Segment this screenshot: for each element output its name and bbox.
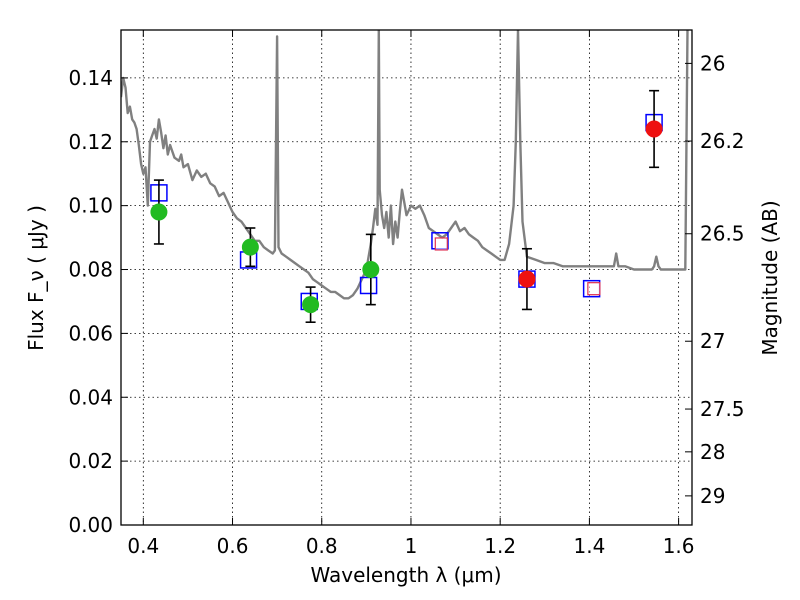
x-tick-label: 1.6 <box>663 534 695 558</box>
right-tick-label: 28 <box>700 440 725 464</box>
y-axis-label: Flux F_ν ( μJy ) <box>24 205 48 351</box>
template-sed-curve <box>121 30 689 300</box>
data-point <box>645 120 663 138</box>
right-tick-label: 29 <box>700 484 725 508</box>
right-tick-label: 26.2 <box>700 129 745 153</box>
x-tick-label: 1.2 <box>484 534 516 558</box>
ticks: 0.4 0.6 0.8 1 1.2 1.4 1.6 0.00 0.02 0.04 0.06 0.08 0… <box>68 30 745 558</box>
right-tick-label: 26.5 <box>700 222 745 246</box>
y-tick-label: 0.04 <box>68 385 113 409</box>
y-tick-label: 0.00 <box>68 513 113 537</box>
right-tick-label: 27 <box>700 329 725 353</box>
x-tick-label: 0.4 <box>127 534 159 558</box>
x-axis-label: Wavelength λ (μm) <box>310 563 501 587</box>
y-tick-label: 0.10 <box>68 194 113 218</box>
y-tick-label: 0.14 <box>68 66 113 90</box>
x-tick-label: 1 <box>405 534 418 558</box>
right-tick-label: 26 <box>700 51 725 75</box>
y-tick-label: 0.08 <box>68 258 113 282</box>
x-tick-label: 1.4 <box>573 534 605 558</box>
data-markers-layer <box>150 89 663 324</box>
y-tick-label: 0.06 <box>68 321 113 345</box>
grid <box>121 30 692 526</box>
template-sed-layer <box>121 30 689 300</box>
data-point <box>241 238 259 256</box>
upper-limit-square <box>587 282 601 296</box>
data-point <box>362 261 380 279</box>
plot-frame <box>120 29 693 526</box>
upper-limit-square <box>434 237 448 251</box>
right-tick-label: 27.5 <box>700 397 745 421</box>
data-point <box>302 296 320 314</box>
data-point <box>150 203 168 221</box>
x-tick-label: 0.8 <box>306 534 338 558</box>
model-square <box>359 276 378 295</box>
y-tick-label: 0.12 <box>68 130 113 154</box>
x-tick-label: 0.6 <box>217 534 249 558</box>
y-tick-label: 0.02 <box>68 449 113 473</box>
right-axis-label: Magnitude (AB) <box>758 200 782 355</box>
data-point <box>518 270 536 288</box>
